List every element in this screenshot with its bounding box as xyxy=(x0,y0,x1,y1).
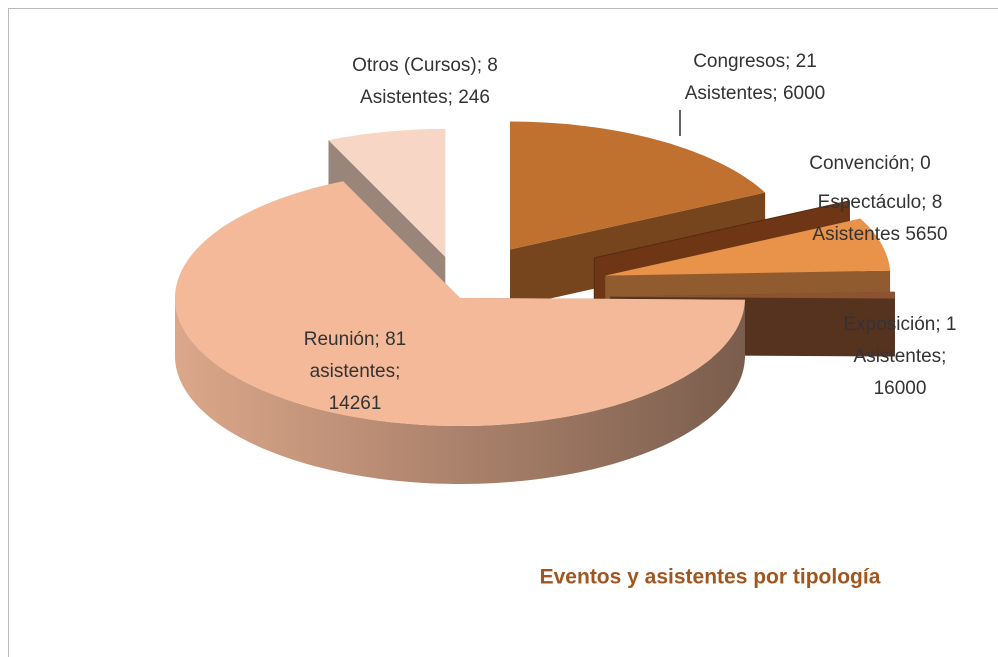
data-label: Asistentes; xyxy=(854,346,947,367)
frame xyxy=(8,8,998,657)
slice-top xyxy=(510,121,766,250)
slice-side xyxy=(175,298,745,484)
data-label: Congresos; 21 xyxy=(693,51,817,72)
data-label: 16000 xyxy=(874,378,927,399)
data-label: Otros (Cursos); 8 xyxy=(352,55,498,76)
data-label: Espectáculo; 8 xyxy=(818,192,943,213)
slice-top xyxy=(328,128,446,257)
data-label: Asistentes; 246 xyxy=(360,87,490,108)
data-label: Asistentes 5650 xyxy=(812,224,947,245)
data-label: asistentes; xyxy=(310,361,401,382)
data-label: Reunión; 81 xyxy=(304,329,406,350)
data-label: Exposición; 1 xyxy=(843,314,956,335)
data-label: Convención; 0 xyxy=(809,153,930,174)
data-label: 14261 xyxy=(329,393,382,414)
chart-title: Eventos y asistentes por tipología xyxy=(540,566,881,589)
pie-slice xyxy=(175,181,745,484)
slice-top xyxy=(175,181,745,426)
data-label: Asistentes; 6000 xyxy=(685,83,825,104)
slice-top xyxy=(605,218,891,276)
slice-top xyxy=(609,291,895,299)
